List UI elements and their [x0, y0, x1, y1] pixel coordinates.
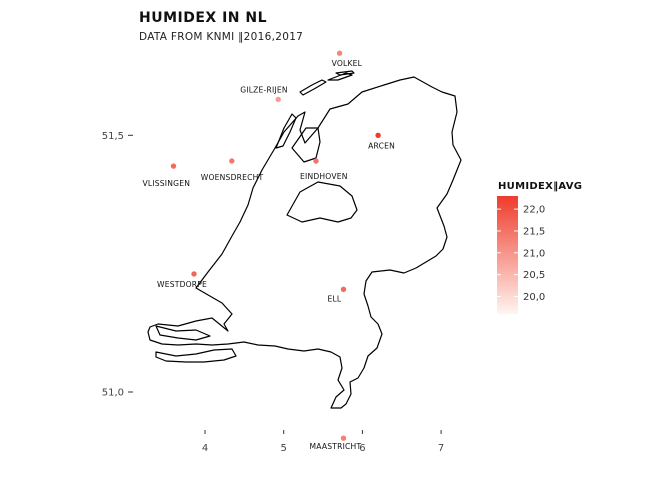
x-tick-label: 7: [438, 443, 444, 454]
station-point: [375, 132, 381, 138]
station-label: ELL: [328, 294, 342, 303]
station-label: MAASTRICHT: [310, 442, 362, 451]
station-label: WESTDORPE: [157, 280, 207, 289]
station-point: [313, 158, 319, 164]
x-tick-label: 4: [202, 443, 208, 454]
station-label: EINDHOVEN: [300, 172, 348, 181]
station-point: [170, 163, 177, 169]
station-point: [191, 271, 197, 277]
station-points: [170, 50, 381, 441]
x-tick-label: 5: [281, 443, 287, 454]
x-tick-label: 6: [359, 443, 365, 454]
legend-tick-label: 22,0: [523, 205, 545, 216]
legend-tick-label: 20,5: [523, 270, 545, 281]
ijsselmeer-outline: [291, 127, 321, 163]
station-label: ARCEN: [368, 141, 395, 150]
station-label: VOLKEL: [332, 59, 363, 68]
station-label: VLISSINGEN: [143, 179, 191, 188]
chart-subtitle: DATA FROM KNMI ‖2016,2017: [139, 31, 303, 43]
station-label: WOENSDRECHT: [201, 173, 264, 182]
station-point: [340, 286, 347, 292]
mainland-outline: [147, 76, 462, 409]
flevoland-outline: [286, 181, 358, 223]
station-labels: LAUWERSOOGHOORN ‖TERSCHELLING‖NIEUW BEER…: [143, 59, 395, 451]
legend-ticks: 20,0 20,5 21,0 21,5 22,0: [497, 205, 545, 303]
station-point: [275, 96, 281, 103]
station-point: [340, 435, 347, 441]
ameland-outline: [335, 70, 355, 76]
legend-colorbar: [497, 196, 518, 314]
vlieland-outline: [299, 79, 327, 96]
netherlands-outline: [147, 70, 462, 409]
chart-title: HUMIDEX IN NL: [139, 10, 267, 26]
legend-tick-label: 20,0: [523, 292, 545, 303]
station-point: [229, 158, 235, 164]
station-point: [336, 50, 343, 56]
legend-title: HUMIDEX‖AVG: [498, 181, 582, 192]
legend: HUMIDEX‖AVG 20,0 20,5 21,0 21,5 22,0: [497, 181, 582, 314]
legend-tick-label: 21,5: [523, 226, 545, 237]
y-tick-label: 51,5: [102, 131, 124, 142]
station-label: GILZE-RIJEN: [240, 85, 288, 94]
texel-outline: [275, 113, 297, 149]
legend-tick-label: 21,0: [523, 248, 545, 259]
y-tick-label: 51,0: [102, 388, 124, 399]
oosterschelde-outline: [155, 325, 211, 341]
zeeuws-vlaanderen-outline: [155, 348, 237, 363]
